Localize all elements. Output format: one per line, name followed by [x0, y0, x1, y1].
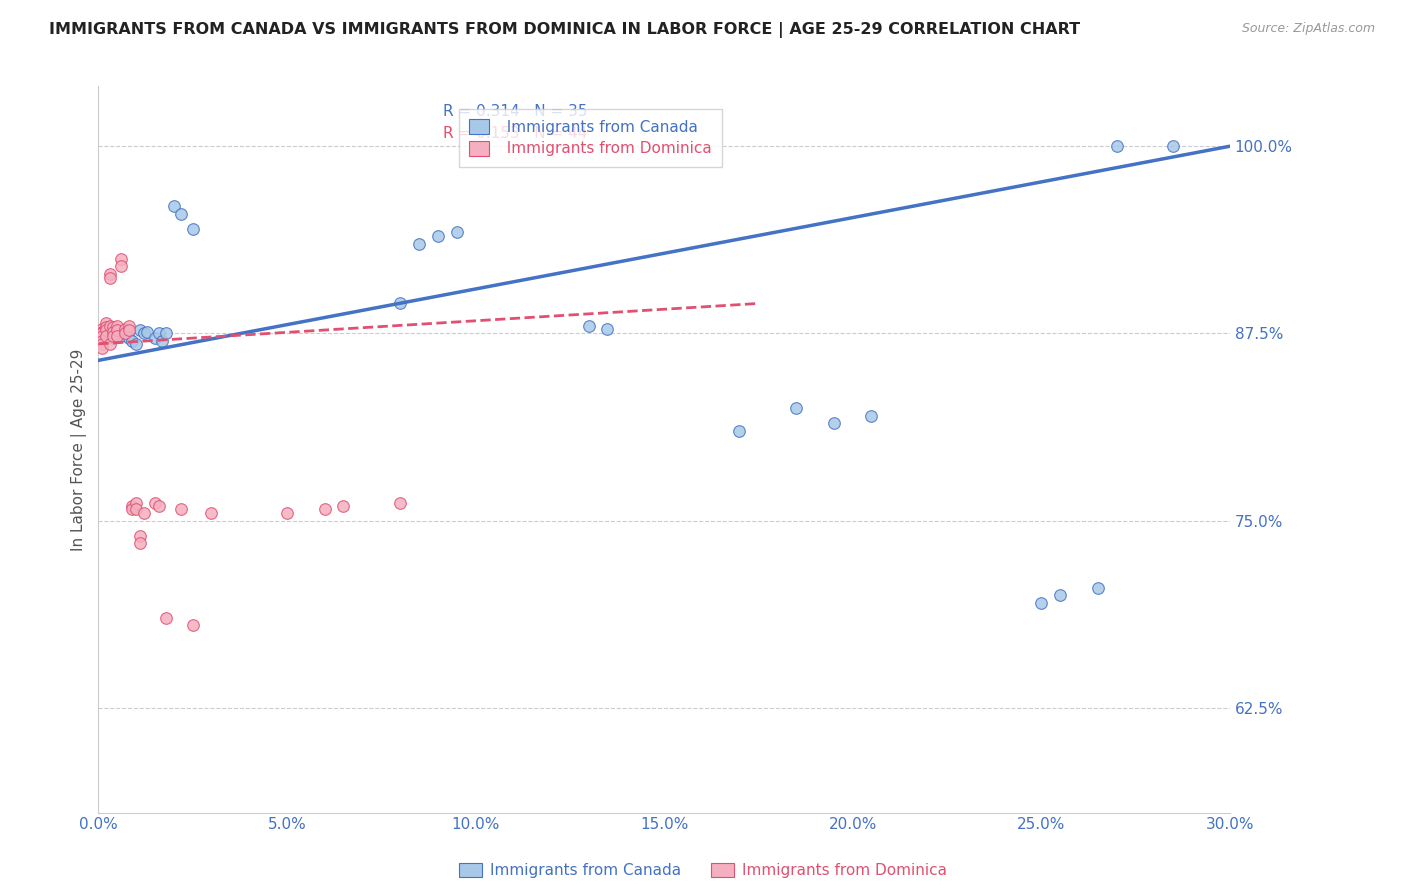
Point [181, 221, 204, 235]
Point [314, 501, 336, 516]
Point [94, 316, 117, 330]
Point [103, 325, 125, 339]
Point [408, 236, 430, 251]
Point [110, 252, 132, 266]
Point [98, 271, 121, 285]
Point [125, 495, 148, 509]
Point [1049, 589, 1071, 603]
Point [94, 320, 117, 334]
Point [91, 334, 114, 348]
Point [117, 323, 139, 337]
Point [152, 334, 174, 348]
Point [121, 334, 143, 348]
Point [91, 322, 114, 336]
Point [94, 322, 117, 336]
Point [426, 229, 449, 244]
Point [94, 323, 117, 337]
Point [91, 337, 114, 351]
Point [200, 506, 222, 520]
Point [132, 506, 155, 520]
Point [117, 331, 139, 345]
Point [105, 326, 128, 341]
Point [155, 611, 177, 625]
Point [105, 318, 128, 333]
Point [332, 499, 354, 513]
Point [114, 322, 136, 336]
Point [128, 323, 150, 337]
Point [114, 326, 136, 341]
Point [1161, 139, 1184, 153]
Point [103, 320, 125, 334]
Point [1087, 581, 1109, 595]
Point [98, 337, 121, 351]
Point [170, 501, 193, 516]
Point [91, 329, 114, 343]
Point [389, 296, 412, 310]
Y-axis label: In Labor Force | Age 25-29: In Labor Force | Age 25-29 [72, 348, 87, 550]
Point [276, 506, 298, 520]
Point [94, 326, 117, 341]
Point [110, 329, 132, 343]
Point [132, 326, 155, 341]
Point [136, 325, 159, 339]
Point [117, 318, 139, 333]
Point [110, 259, 132, 273]
Point [105, 329, 128, 343]
Point [98, 318, 121, 333]
Point [181, 618, 204, 632]
Point [128, 528, 150, 542]
Point [170, 206, 193, 220]
Point [578, 318, 600, 333]
Point [728, 424, 751, 438]
Text: R = 0.153   N = 44: R = 0.153 N = 44 [443, 126, 588, 141]
Point [143, 495, 166, 509]
Point [125, 337, 148, 351]
Point [155, 326, 177, 341]
Point [1031, 596, 1053, 610]
Point [98, 329, 121, 343]
Point [860, 409, 883, 423]
Point [125, 501, 148, 516]
Point [121, 501, 143, 516]
Point [91, 326, 114, 341]
Text: Source: ZipAtlas.com: Source: ZipAtlas.com [1241, 22, 1375, 36]
Point [91, 342, 114, 356]
Point [98, 267, 121, 281]
Point [148, 499, 170, 513]
Point [823, 416, 845, 430]
Point [94, 329, 117, 343]
Text: R = 0.314   N = 35: R = 0.314 N = 35 [443, 104, 588, 120]
Point [121, 499, 143, 513]
Point [389, 495, 412, 509]
Point [105, 323, 128, 337]
Point [103, 329, 125, 343]
Point [103, 331, 125, 345]
Point [596, 322, 619, 336]
Point [114, 325, 136, 339]
Point [128, 536, 150, 550]
Point [148, 326, 170, 341]
Point [446, 225, 468, 239]
Point [785, 401, 807, 416]
Point [91, 325, 114, 339]
Point [143, 331, 166, 345]
Point [1105, 139, 1128, 153]
Text: IMMIGRANTS FROM CANADA VS IMMIGRANTS FROM DOMINICA IN LABOR FORCE | AGE 25-29 CO: IMMIGRANTS FROM CANADA VS IMMIGRANTS FRO… [49, 22, 1080, 38]
Legend: Immigrants from Canada, Immigrants from Dominica: Immigrants from Canada, Immigrants from … [453, 856, 953, 884]
Legend:   Immigrants from Canada,   Immigrants from Dominica: Immigrants from Canada, Immigrants from … [458, 109, 723, 167]
Point [163, 199, 186, 213]
